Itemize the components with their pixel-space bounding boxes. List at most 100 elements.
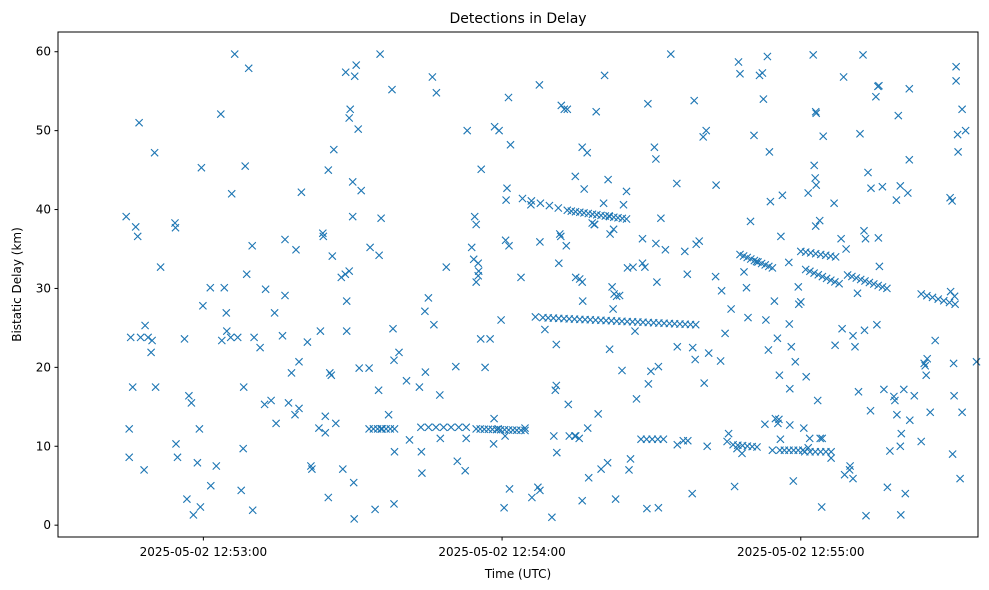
detection-marker — [956, 474, 965, 483]
detection-marker — [815, 216, 824, 225]
detection-marker — [474, 267, 483, 276]
detection-marker — [716, 357, 725, 365]
detection-marker — [622, 187, 631, 196]
detection-marker — [366, 243, 375, 252]
detection-marker — [818, 272, 827, 281]
detection-marker — [453, 457, 462, 466]
detection-marker — [376, 50, 385, 59]
detection-marker — [852, 274, 861, 282]
detection-marker — [348, 212, 357, 221]
detection-marker — [578, 278, 587, 287]
detection-marker — [787, 342, 796, 351]
detection-marker — [862, 511, 870, 520]
detection-marker — [173, 453, 182, 462]
detection-marker — [826, 276, 835, 285]
detection-marker — [619, 200, 628, 209]
detection-marker — [230, 50, 239, 59]
detection-marker — [917, 290, 926, 298]
detection-marker — [856, 129, 864, 138]
detection-marker — [377, 214, 386, 223]
detection-marker — [695, 237, 704, 246]
detection-marker — [477, 165, 486, 174]
detection-marker — [604, 175, 613, 184]
detection-marker — [517, 273, 525, 282]
detection-marker — [683, 270, 692, 279]
detection-marker — [860, 226, 868, 235]
detection-marker — [699, 132, 708, 141]
detection-marker — [565, 432, 574, 440]
detection-marker — [724, 429, 733, 438]
detection-marker — [864, 168, 872, 177]
detection-marker — [939, 296, 948, 305]
detection-marker — [390, 499, 398, 508]
detection-marker — [794, 282, 803, 291]
detection-marker — [365, 364, 374, 373]
detection-marker — [248, 506, 257, 515]
detection-marker — [734, 58, 743, 66]
detection-marker — [461, 466, 470, 475]
detection-marker — [817, 503, 826, 511]
detection-marker — [435, 391, 444, 399]
detection-marker — [953, 130, 962, 139]
detection-marker — [555, 230, 564, 238]
detection-marker — [503, 184, 511, 193]
detection-marker — [811, 107, 820, 116]
y-tick-label: 40 — [36, 203, 51, 217]
detection-marker — [875, 262, 884, 271]
detection-marker — [896, 442, 905, 451]
detection-marker — [872, 320, 881, 329]
detection-marker — [637, 435, 645, 444]
detection-marker — [785, 384, 794, 393]
detection-marker — [195, 424, 204, 433]
detection-marker — [950, 391, 959, 400]
detection-marker — [770, 297, 779, 306]
detection-marker — [216, 110, 225, 119]
detection-marker — [615, 291, 624, 300]
detection-marker — [196, 503, 205, 511]
detection-marker — [222, 308, 231, 317]
detection-marker — [136, 333, 145, 342]
detection-marker — [860, 326, 869, 335]
detection-marker — [654, 503, 663, 512]
detection-marker — [321, 428, 330, 437]
detection-marker — [727, 305, 736, 313]
detection-marker — [952, 62, 961, 71]
detection-marker — [552, 381, 561, 390]
detection-marker — [388, 85, 396, 94]
detection-marker — [415, 383, 424, 392]
y-tick-label: 50 — [36, 124, 51, 138]
detection-marker — [421, 368, 430, 377]
detection-marker — [768, 446, 777, 455]
detection-marker — [776, 232, 785, 241]
detection-marker — [297, 188, 306, 197]
x-axis-label: Time (UTC) — [484, 567, 551, 581]
detection-marker — [128, 383, 137, 392]
detection-marker — [874, 281, 883, 290]
detection-marker — [606, 230, 615, 238]
detection-marker — [489, 439, 498, 448]
detection-marker — [958, 105, 967, 114]
detection-marker — [535, 486, 544, 495]
detection-marker — [673, 440, 682, 449]
detection-marker — [341, 68, 350, 77]
detection-marker — [661, 245, 670, 254]
detection-marker — [704, 349, 713, 358]
detection-marker — [905, 84, 914, 93]
detection-marker — [920, 359, 929, 368]
detection-marker — [854, 387, 863, 396]
detection-marker — [505, 241, 513, 250]
detection-marker — [740, 267, 748, 276]
detection-marker — [738, 449, 746, 458]
detection-marker — [578, 297, 587, 306]
detection-marker — [318, 229, 327, 238]
x-axis: 2025-05-02 12:53:00 2025-05-02 12:54:00 20… — [140, 537, 864, 559]
detection-marker — [764, 346, 773, 354]
detection-marker — [784, 258, 793, 267]
detection-marker — [640, 263, 649, 272]
detection-marker — [278, 331, 287, 340]
detection-marker — [241, 162, 250, 171]
detection-marker — [248, 241, 257, 250]
x-tick-label: 2025-05-02 12:53:00 — [140, 545, 267, 559]
detection-marker — [428, 73, 437, 81]
detection-marker — [683, 436, 692, 445]
